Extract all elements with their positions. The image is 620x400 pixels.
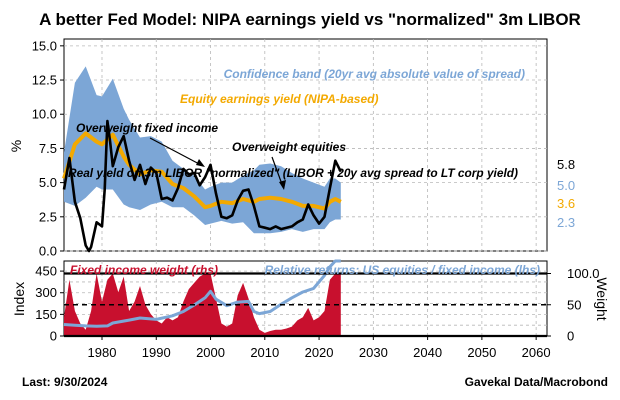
bottom-ytick-label: 0 [50, 329, 57, 344]
confidence-band [64, 66, 341, 234]
bottom-ytick-label: 150 [35, 307, 57, 322]
relative-returns-line [63, 259, 341, 328]
bottom-ytick-label: 300 [35, 285, 57, 300]
relative-returns-label: Relative returns: US equities / fixed in… [265, 263, 540, 277]
libor-line [62, 119, 342, 253]
x-tick-label: 2000 [196, 345, 225, 360]
libor-label: Real yield on 3m LIBOR "normalized" (LIB… [68, 166, 518, 180]
x-tick-label: 1990 [142, 345, 171, 360]
top-ytick-label: 5.0 [39, 175, 57, 190]
x-tick-label: 2060 [522, 345, 551, 360]
last-value-label: 5.0 [557, 178, 575, 193]
bottom-right-axis-title: Weight [594, 277, 610, 320]
arrow-fixed-income-head [196, 159, 205, 167]
top-ytick-label: 10.0 [32, 107, 57, 122]
bottom-panel: 0 150 300 450 0 50 100.0 1980 1990 2000 2010 2020 20… [11, 259, 610, 360]
arrow-equities-head [279, 180, 286, 190]
bottom-right-tick-label: 50 [567, 297, 581, 312]
last-value-label: 5.8 [557, 157, 575, 172]
overweight-equities-label: Overweight equities [232, 140, 346, 154]
last-value-label: 2.3 [557, 215, 575, 230]
chart-title: A better Fed Model: NIPA earnings yield … [39, 10, 581, 29]
bottom-y-axis-title: Index [11, 282, 27, 316]
last-value-label: 3.6 [557, 196, 575, 211]
x-tick-label: 1980 [88, 345, 117, 360]
footer-source: Gavekal Data/Macrobond [465, 375, 608, 389]
overweight-fixed-label: Overweight fixed income [76, 121, 218, 135]
band-label: Confidence band (20yr avg absolute value… [224, 67, 525, 81]
top-ytick-label: 7.5 [39, 141, 57, 156]
top-ytick-label: 15.0 [32, 38, 57, 53]
arrow-fixed-income [149, 137, 204, 167]
top-y-axis-title: % [8, 140, 24, 152]
fixed-income-weight-label: Fixed income weight (rhs) [70, 263, 218, 277]
top-ytick-label: 0.0 [39, 244, 57, 259]
footer-date: Last: 9/30/2024 [22, 375, 108, 389]
x-tick-label: 2030 [359, 345, 388, 360]
bottom-right-tick-label: 100.0 [567, 266, 600, 281]
x-tick-label: 2020 [305, 345, 334, 360]
top-ytick-label: 2.5 [39, 209, 57, 224]
x-tick-label: 2040 [413, 345, 442, 360]
x-tick-label: 2050 [467, 345, 496, 360]
bottom-right-tick-label: 0 [567, 329, 574, 344]
equity-yield-label: Equity earnings yield (NIPA-based) [180, 92, 378, 106]
equity-yield-line [62, 131, 342, 211]
bottom-ytick-label: 450 [35, 264, 57, 279]
x-tick-label: 2010 [250, 345, 279, 360]
top-ytick-label: 12.5 [32, 73, 57, 88]
top-panel: 0.0 2.5 5.0 7.5 10.0 12.5 15.0% Confidence band… [8, 38, 575, 258]
